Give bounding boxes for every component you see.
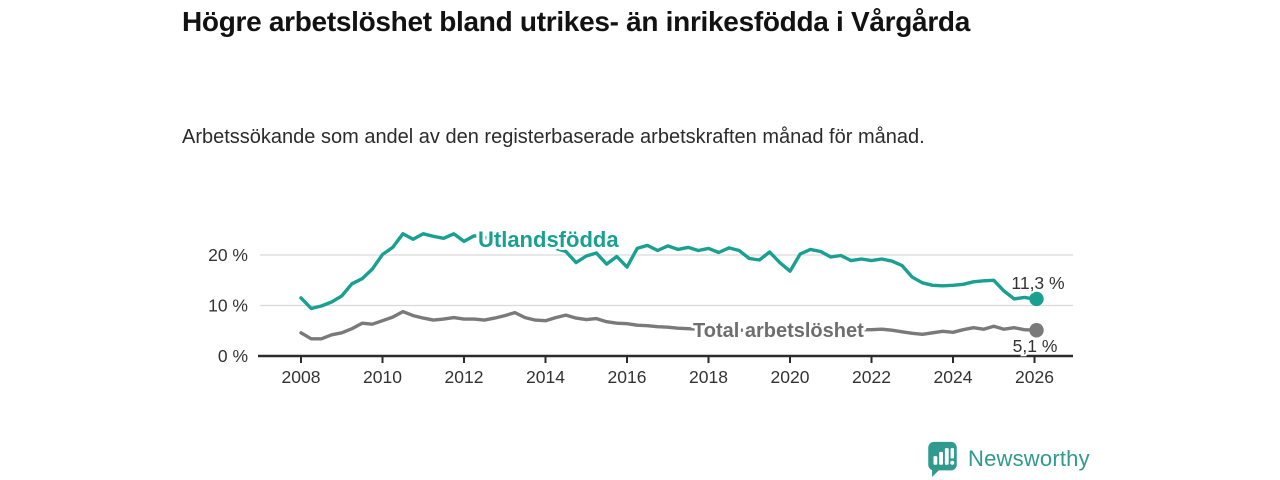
chart-title: Högre arbetslöshet bland utrikes- än inr…	[182, 6, 970, 37]
y-tick-label: 0 %	[218, 346, 248, 366]
x-tick-label: 2024	[934, 367, 973, 387]
newsworthy-logo: Newsworthy	[926, 441, 1090, 478]
chart-subtitle: Arbetssökande som andel av den registerb…	[182, 126, 925, 148]
x-tick-label: 2022	[852, 367, 891, 387]
series-label-utlandsfodda: Utlandsfödda	[478, 227, 619, 252]
y-tick-label: 10 %	[208, 296, 248, 316]
x-tick-label: 2026	[1015, 367, 1054, 387]
x-tick-label: 2012	[445, 367, 484, 387]
x-tick-label: 2010	[363, 367, 402, 387]
end-dot-utlandsfodda	[1029, 291, 1044, 307]
series-line-utlandsfodda	[299, 230, 1037, 311]
bar-chart-bubble-icon	[928, 441, 957, 478]
logo-text: Newsworthy	[968, 446, 1090, 471]
end-value-label-utlandsfodda: 11,3 %	[1011, 273, 1064, 293]
y-tick-label: 20 %	[208, 245, 248, 265]
x-tick-label: 2020	[771, 367, 810, 387]
unemployment-line-chart: 2008 2010 2012 2014 2016 2018 2020 2022 2024 2026…	[180, 210, 1110, 400]
end-dot-total	[1029, 323, 1044, 338]
x-tick-label: 2014	[526, 367, 565, 387]
line-chart-canvas: 2008 2010 2012 2014 2016 2018 2020 2022 2024 2026…	[208, 224, 1073, 387]
x-tick-label: 2008	[282, 367, 321, 387]
series-line-total	[299, 309, 1037, 341]
end-value-label-total: 5,1 %	[1013, 336, 1058, 356]
series-label-total: Total arbetslöshet	[693, 320, 864, 342]
x-tick-label: 2016	[608, 367, 647, 387]
x-tick-label: 2018	[689, 367, 728, 387]
